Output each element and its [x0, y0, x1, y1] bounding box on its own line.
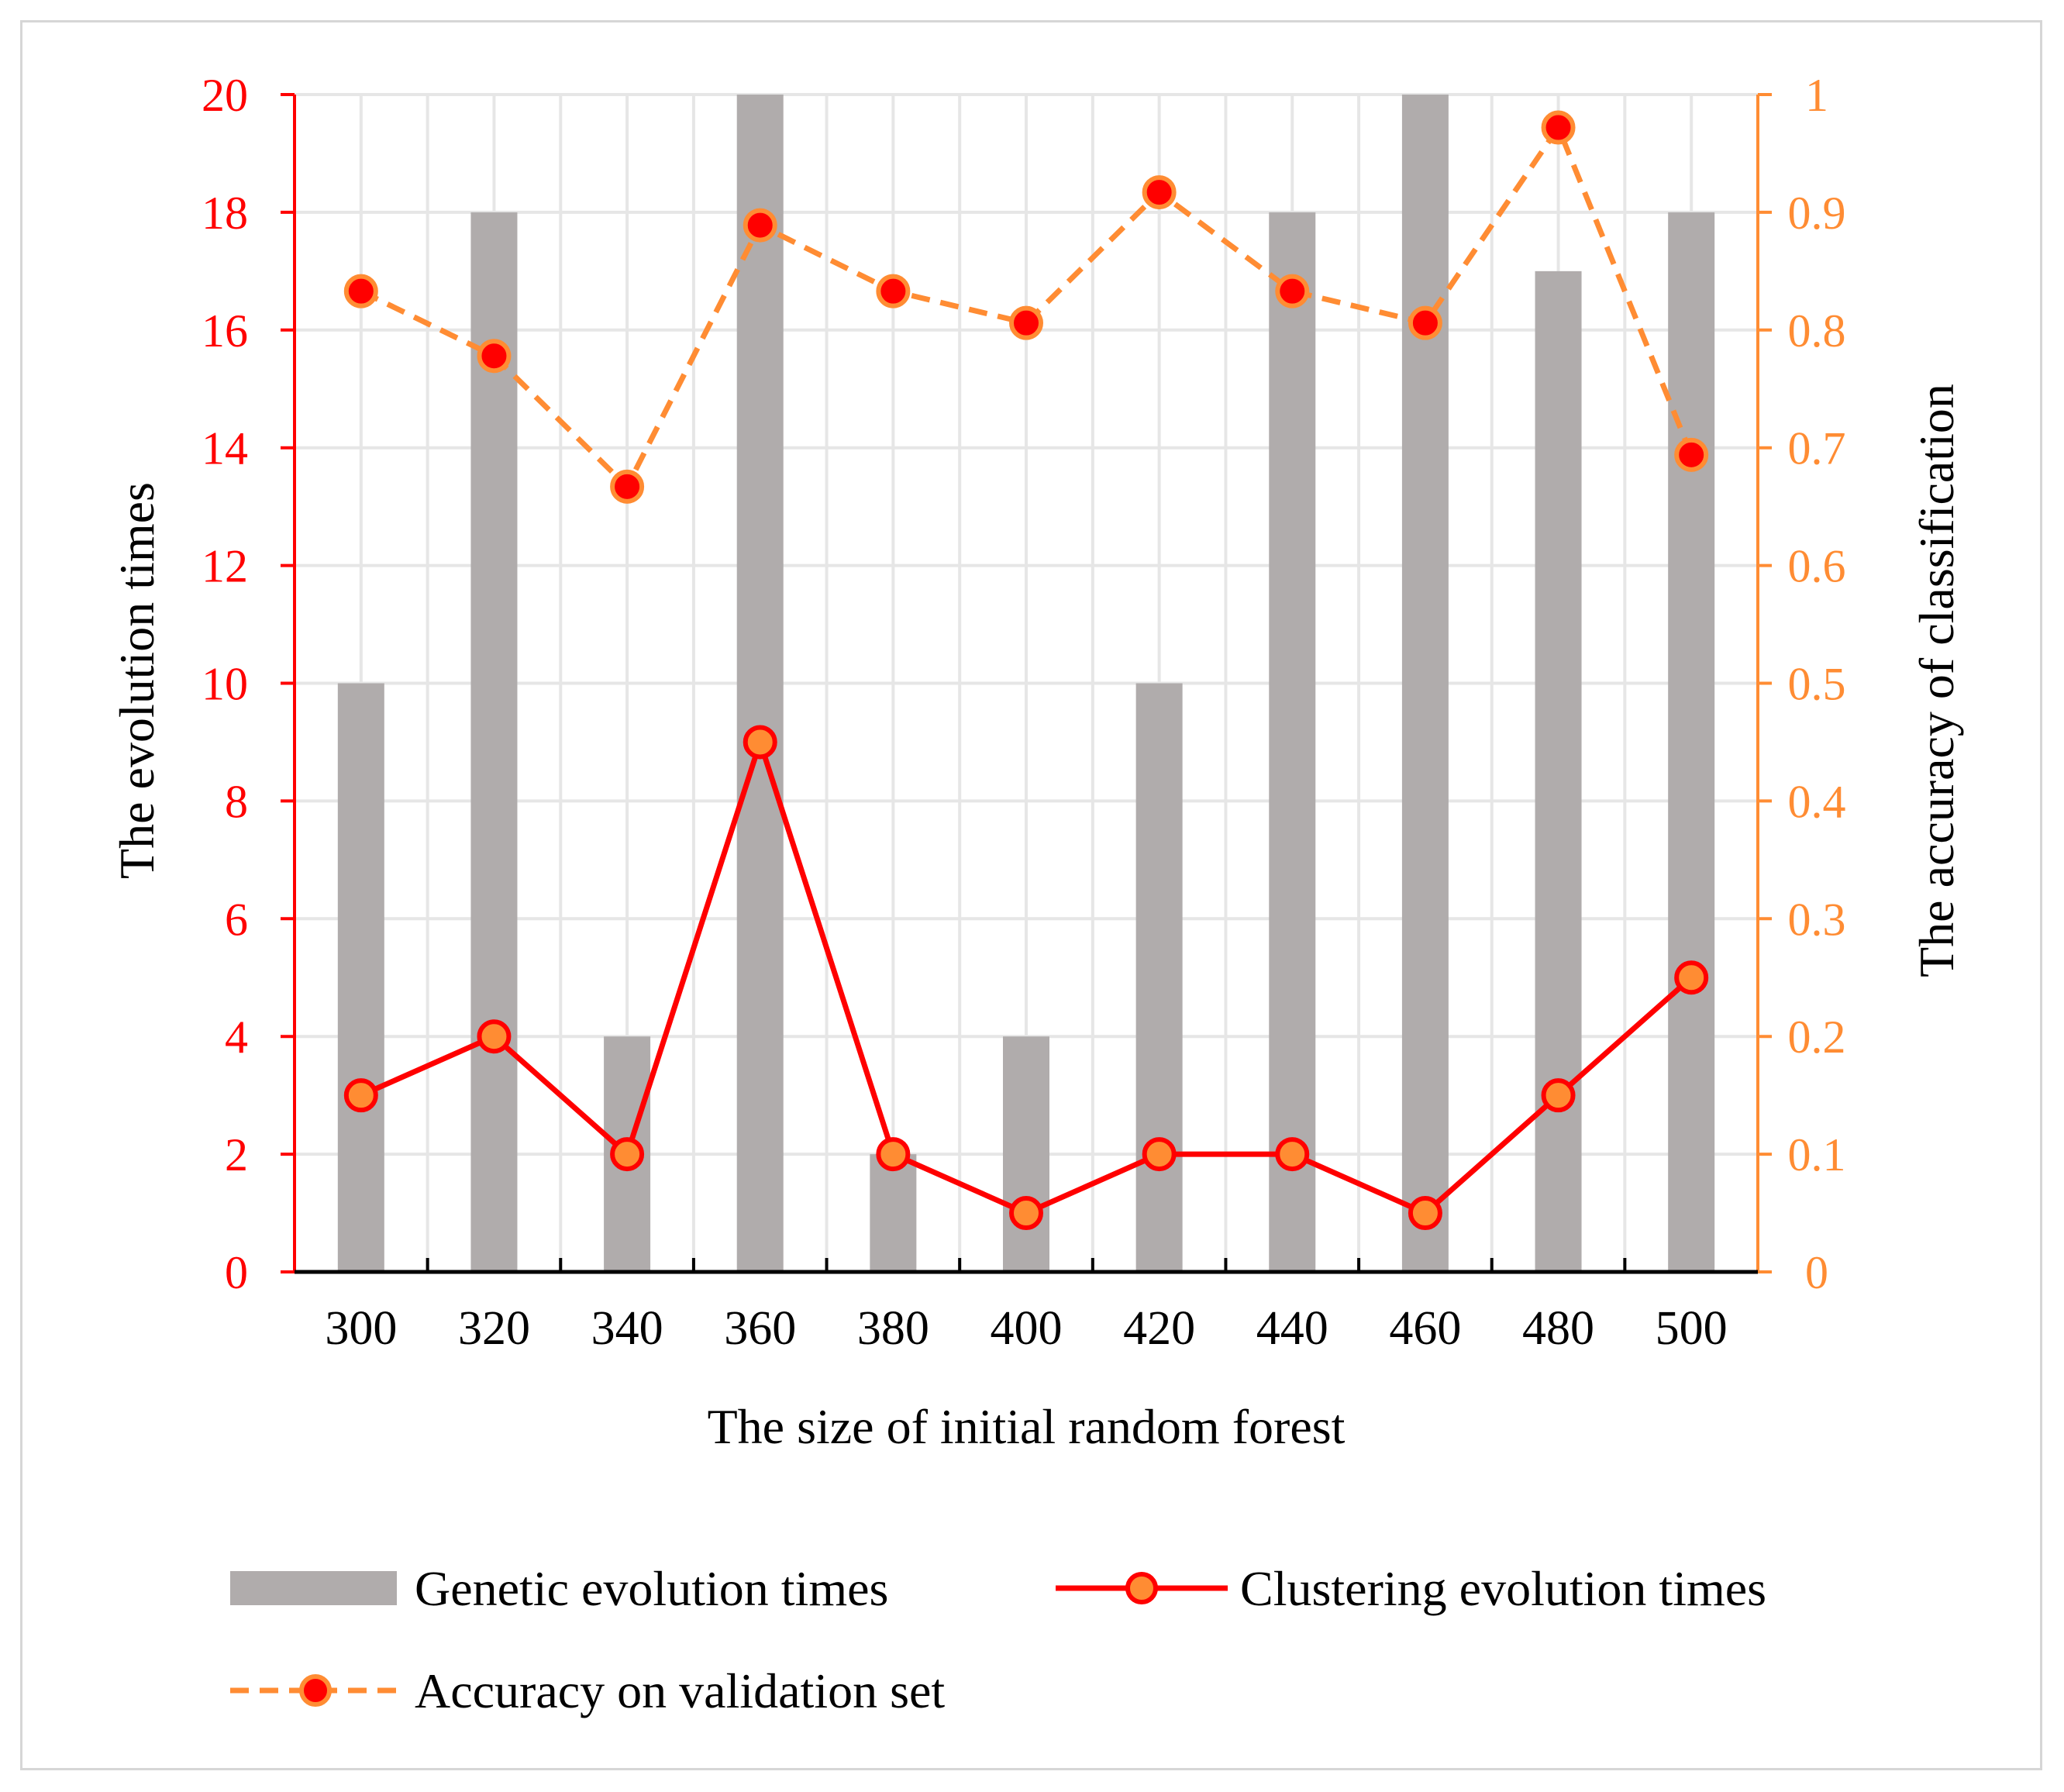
right-tick-label: 0.6	[1788, 541, 1846, 592]
legend-label-genetic: Genetic evolution times	[415, 1561, 888, 1616]
tick-labels: 0 2 4 6 8 10 12 14 16 18 20 0 0.1 0.2 0.3 0.4 0.5 0.6 0.7 0…	[202, 70, 1846, 1355]
legend-label-accuracy: Accuracy on validation set	[415, 1663, 945, 1718]
accuracy-point-440	[1275, 274, 1310, 308]
x-axis-title: The size of initial random forest	[708, 1399, 1346, 1454]
clustering-point-340	[610, 1137, 645, 1172]
right-tick-label: 1	[1805, 70, 1828, 121]
bar-genetic-480	[1535, 271, 1582, 1273]
left-tick-label: 0	[225, 1247, 248, 1298]
accuracy-point-300	[343, 274, 378, 308]
x-tick-label: 500	[1656, 1302, 1728, 1355]
right-tick-label: 0.2	[1788, 1011, 1846, 1063]
left-tick-label: 4	[225, 1011, 248, 1063]
right-tick-label: 0	[1805, 1247, 1828, 1298]
x-tick-label: 340	[591, 1302, 663, 1355]
clustering-point-420	[1142, 1137, 1177, 1172]
accuracy-line	[360, 125, 1694, 490]
clustering-point-320	[477, 1019, 512, 1054]
bar-genetic-420	[1135, 683, 1183, 1272]
legend-swatch-clustering-marker	[1125, 1572, 1158, 1604]
accuracy-point-460	[1408, 305, 1442, 340]
x-tick-label: 440	[1256, 1302, 1328, 1355]
bar-genetic-360	[736, 95, 784, 1272]
left-tick-label: 6	[225, 894, 248, 945]
x-tick-label: 300	[325, 1302, 397, 1355]
legend-swatch-genetic	[230, 1571, 397, 1605]
clustering-point-380	[876, 1137, 911, 1172]
y-axis-title: The evolution times	[109, 482, 164, 879]
accuracy-point-360	[743, 208, 777, 243]
left-tick-label: 18	[202, 188, 248, 239]
accuracy-point-500	[1674, 437, 1709, 472]
accuracy-point-400	[1009, 305, 1043, 340]
clustering-point-480	[1541, 1078, 1576, 1113]
right-tick-label: 0.5	[1788, 659, 1846, 710]
axes	[281, 93, 1772, 1274]
clustering-point-300	[343, 1078, 378, 1113]
accuracy-point-320	[477, 339, 512, 374]
left-tick-label: 14	[202, 423, 248, 474]
left-tick-label: 2	[225, 1129, 248, 1180]
x-tick-label: 420	[1123, 1302, 1195, 1355]
clustering-point-360	[743, 725, 777, 760]
left-tick-label: 8	[225, 776, 248, 827]
clustering-point-460	[1408, 1196, 1442, 1231]
bar-genetic-400	[1003, 1036, 1049, 1272]
accuracy-point-340	[610, 469, 645, 504]
bar-genetic-380	[870, 1154, 917, 1272]
left-tick-label: 12	[202, 541, 248, 592]
right-tick-label: 0.3	[1788, 894, 1846, 945]
x-tick-label: 360	[724, 1302, 796, 1355]
accuracy-point-480	[1541, 110, 1576, 145]
bar-genetic-440	[1269, 212, 1316, 1272]
legend-label-clustering: Clustering evolution times	[1240, 1561, 1766, 1616]
clustering-point-500	[1674, 960, 1709, 995]
x-tick-label: 480	[1522, 1302, 1594, 1355]
bar-genetic-300	[337, 683, 384, 1272]
bar-series	[337, 95, 1715, 1273]
bar-genetic-320	[470, 212, 518, 1272]
left-tick-label: 20	[202, 70, 248, 121]
right-tick-label: 0.4	[1788, 776, 1846, 827]
x-tick-label: 380	[857, 1302, 929, 1355]
left-tick-label: 16	[202, 305, 248, 357]
accuracy-point-380	[876, 274, 911, 308]
right-tick-label: 0.9	[1788, 188, 1846, 239]
right-tick-label: 0.7	[1788, 423, 1846, 474]
x-tick-label: 400	[991, 1302, 1063, 1355]
bar-genetic-460	[1401, 95, 1449, 1272]
right-tick-label: 0.1	[1788, 1129, 1846, 1180]
accuracy-point-420	[1142, 175, 1177, 210]
clustering-point-440	[1275, 1137, 1310, 1172]
right-y-axis-title: The accuracy of classification	[1909, 384, 1964, 977]
legend-swatch-accuracy-marker	[299, 1674, 332, 1707]
clustering-point-400	[1009, 1196, 1043, 1231]
legend: Genetic evolution times Clustering evolu…	[230, 1561, 1766, 1718]
left-tick-label: 10	[202, 659, 248, 710]
line-series	[343, 110, 1709, 1231]
x-tick-label: 320	[458, 1302, 530, 1355]
x-tick-label: 460	[1389, 1302, 1461, 1355]
right-tick-label: 0.8	[1788, 305, 1846, 357]
bar-genetic-500	[1668, 212, 1715, 1272]
